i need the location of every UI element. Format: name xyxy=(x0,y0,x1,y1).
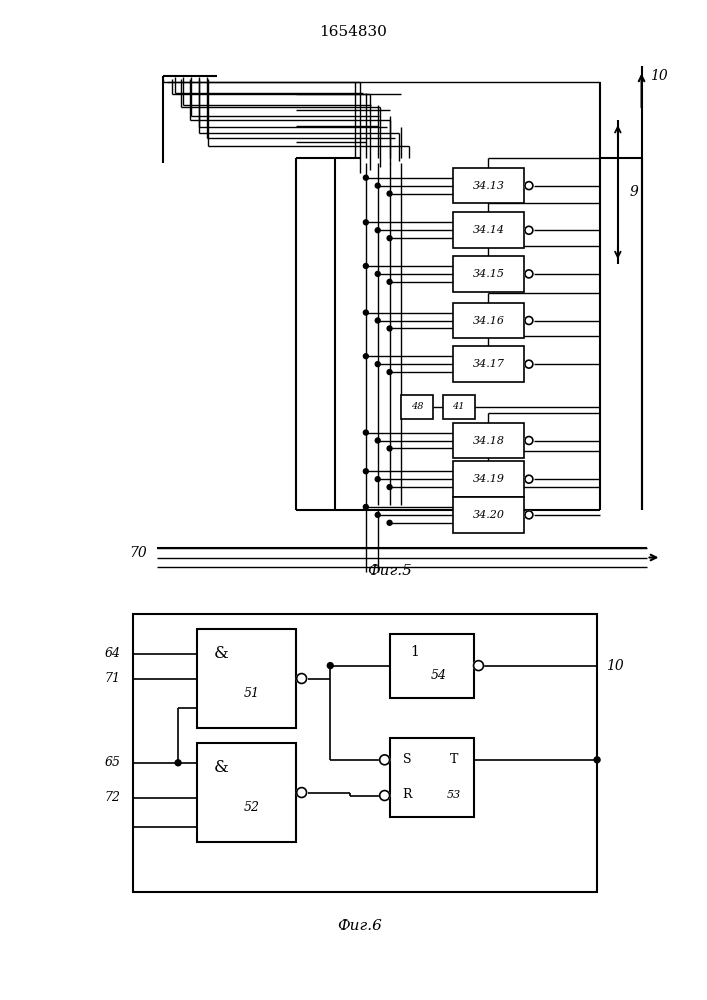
Bar xyxy=(452,423,524,458)
Circle shape xyxy=(297,788,307,798)
Bar xyxy=(390,634,474,698)
Bar xyxy=(402,395,433,419)
Text: 70: 70 xyxy=(129,546,148,560)
Text: &: & xyxy=(214,759,229,776)
Circle shape xyxy=(387,191,392,196)
Bar xyxy=(197,743,296,842)
Bar xyxy=(133,614,597,892)
Text: Фиг.5: Фиг.5 xyxy=(367,564,412,578)
Circle shape xyxy=(387,446,392,451)
Bar xyxy=(452,461,524,497)
Circle shape xyxy=(363,469,368,474)
Circle shape xyxy=(525,475,533,483)
Text: 64: 64 xyxy=(105,647,121,660)
Text: 34.19: 34.19 xyxy=(472,474,504,484)
Text: 9: 9 xyxy=(629,185,638,199)
Circle shape xyxy=(387,236,392,241)
Bar xyxy=(452,346,524,382)
Circle shape xyxy=(363,504,368,509)
Circle shape xyxy=(363,220,368,225)
Text: 34.13: 34.13 xyxy=(472,181,504,191)
Circle shape xyxy=(525,511,533,519)
Text: 34.16: 34.16 xyxy=(472,316,504,326)
Circle shape xyxy=(375,271,380,276)
Text: 65: 65 xyxy=(105,756,121,769)
Circle shape xyxy=(387,326,392,331)
Circle shape xyxy=(375,183,380,188)
Text: 1654830: 1654830 xyxy=(319,25,387,39)
Circle shape xyxy=(387,485,392,490)
Circle shape xyxy=(525,360,533,368)
Circle shape xyxy=(594,757,600,763)
Text: 34.18: 34.18 xyxy=(472,436,504,446)
Circle shape xyxy=(525,226,533,234)
Circle shape xyxy=(375,228,380,233)
Text: 72: 72 xyxy=(105,791,121,804)
Bar xyxy=(390,738,474,817)
Text: 10: 10 xyxy=(650,69,668,83)
Bar xyxy=(452,168,524,203)
Circle shape xyxy=(375,477,380,482)
Text: 41: 41 xyxy=(452,402,465,411)
Circle shape xyxy=(297,674,307,683)
Text: 1: 1 xyxy=(410,645,419,659)
Circle shape xyxy=(380,755,390,765)
Circle shape xyxy=(525,437,533,444)
Circle shape xyxy=(387,520,392,525)
Circle shape xyxy=(363,430,368,435)
Text: S: S xyxy=(403,753,411,766)
Circle shape xyxy=(363,263,368,268)
Bar xyxy=(452,303,524,338)
Circle shape xyxy=(327,663,333,669)
Circle shape xyxy=(387,279,392,284)
Text: 34.14: 34.14 xyxy=(472,225,504,235)
Text: T: T xyxy=(450,753,458,766)
Circle shape xyxy=(474,661,484,671)
Circle shape xyxy=(525,182,533,190)
Circle shape xyxy=(375,512,380,517)
Text: 34.15: 34.15 xyxy=(472,269,504,279)
Circle shape xyxy=(363,310,368,315)
Text: 53: 53 xyxy=(447,790,461,800)
Text: 34.20: 34.20 xyxy=(472,510,504,520)
Bar xyxy=(452,497,524,533)
Circle shape xyxy=(363,354,368,359)
Bar xyxy=(452,212,524,248)
Text: 71: 71 xyxy=(105,672,121,685)
Text: 10: 10 xyxy=(606,659,624,673)
Circle shape xyxy=(375,362,380,367)
Circle shape xyxy=(525,270,533,278)
Text: 52: 52 xyxy=(243,801,259,814)
Text: &: & xyxy=(214,645,229,662)
Circle shape xyxy=(175,760,181,766)
Circle shape xyxy=(363,175,368,180)
Bar xyxy=(452,256,524,292)
Text: 34.17: 34.17 xyxy=(472,359,504,369)
Circle shape xyxy=(387,370,392,375)
Text: 51: 51 xyxy=(243,687,259,700)
Bar xyxy=(197,629,296,728)
Text: R: R xyxy=(402,788,412,801)
Circle shape xyxy=(525,317,533,324)
Bar xyxy=(443,395,474,419)
Circle shape xyxy=(375,318,380,323)
Text: Фиг.6: Фиг.6 xyxy=(337,919,382,933)
Text: 48: 48 xyxy=(411,402,423,411)
Circle shape xyxy=(375,438,380,443)
Circle shape xyxy=(380,791,390,800)
Text: 54: 54 xyxy=(431,669,447,682)
